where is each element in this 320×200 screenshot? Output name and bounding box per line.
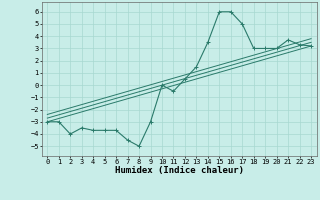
- X-axis label: Humidex (Indice chaleur): Humidex (Indice chaleur): [115, 166, 244, 175]
